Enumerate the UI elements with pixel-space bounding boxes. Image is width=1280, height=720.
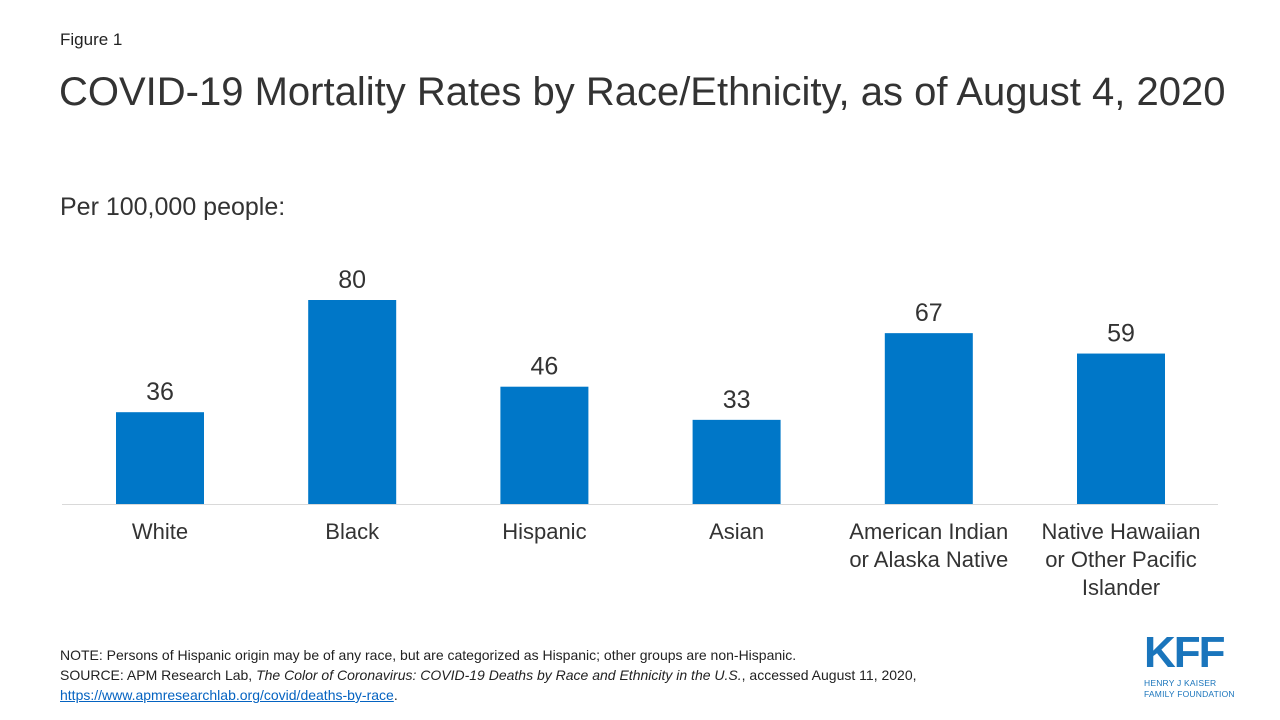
footnote: NOTE: Persons of Hispanic origin may be … xyxy=(60,645,1120,705)
source-text: SOURCE: APM Research Lab, The Color of C… xyxy=(60,665,1120,685)
data-label-2: 46 xyxy=(530,353,558,381)
bar-5 xyxy=(1077,353,1165,504)
bar-3 xyxy=(692,419,781,504)
data-label-3: 33 xyxy=(723,386,751,414)
category-label-5: Native Hawaiian or Other Pacific Islander xyxy=(1029,518,1213,602)
chart-subtitle: Per 100,000 people: xyxy=(60,193,286,221)
category-label-2: Hispanic xyxy=(452,518,636,546)
category-label-line: Native Hawaiian xyxy=(1041,519,1201,544)
category-label-line: Black xyxy=(325,519,380,544)
bar-2 xyxy=(500,386,589,504)
logo-line2: FAMILY FOUNDATION xyxy=(1144,689,1235,699)
category-label-1: Black xyxy=(260,518,444,546)
bar-0 xyxy=(116,412,204,504)
source-suffix: , accessed August 11, 2020, xyxy=(741,667,917,683)
category-label-line: White xyxy=(131,519,189,544)
logo-mark: KFF xyxy=(1144,628,1226,677)
category-label-line: Islander xyxy=(1081,575,1161,600)
data-label-0: 36 xyxy=(146,378,174,406)
source-prefix: SOURCE: APM Research Lab, xyxy=(60,667,257,683)
figure-label: Figure 1 xyxy=(60,30,123,49)
data-label-1: 80 xyxy=(338,266,366,294)
category-label-line: or Alaska Native xyxy=(849,547,1009,572)
data-label-5: 59 xyxy=(1107,320,1135,348)
category-label-line: Asian xyxy=(709,519,765,544)
category-label-line: or Other Pacific xyxy=(1045,547,1197,572)
source-title: The Color of Coronavirus: COVID-19 Death… xyxy=(256,667,742,683)
category-label-line: Hispanic xyxy=(502,519,587,544)
category-label-3: Asian xyxy=(645,518,829,546)
source-link[interactable]: https://www.apmresearchlab.org/covid/dea… xyxy=(60,687,394,703)
data-label-4: 67 xyxy=(915,299,943,327)
category-label-0: White xyxy=(68,518,252,546)
chart-title: COVID-19 Mortality Rates by Race/Ethnici… xyxy=(59,70,1226,114)
category-label-4: American Indian or Alaska Native xyxy=(837,518,1021,574)
bar-1 xyxy=(308,300,397,504)
kff-logo: KFF HENRY J KAISER FAMILY FOUNDATION xyxy=(1144,628,1244,700)
logo-line1: HENRY J KAISER xyxy=(1144,678,1217,688)
category-label-line: American Indian xyxy=(849,519,1009,544)
source-end: . xyxy=(393,687,398,703)
note-text: NOTE: Persons of Hispanic origin may be … xyxy=(60,647,797,663)
bar-4 xyxy=(884,333,973,504)
